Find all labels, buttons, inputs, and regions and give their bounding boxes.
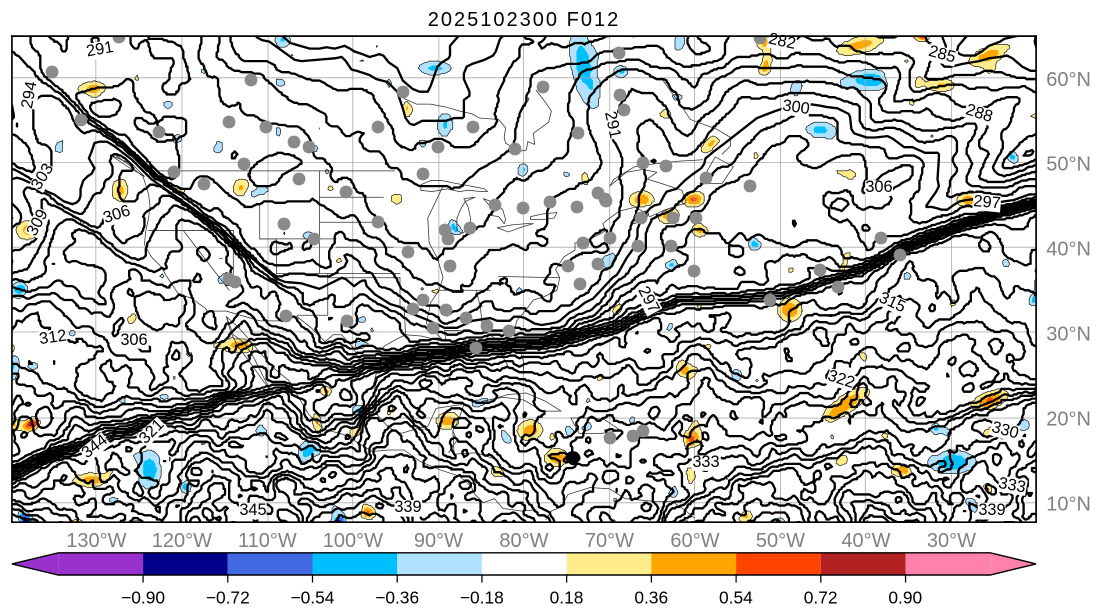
- svg-text:333: 333: [997, 474, 1027, 496]
- svg-text:333: 333: [692, 453, 719, 471]
- svg-text:40°N: 40°N: [1046, 239, 1091, 261]
- svg-text:0.36: 0.36: [634, 587, 668, 607]
- svg-text:10°N: 10°N: [1046, 493, 1091, 515]
- svg-text:80°W: 80°W: [499, 530, 548, 552]
- svg-text:0.90: 0.90: [888, 587, 922, 607]
- svg-text:345: 345: [239, 501, 266, 519]
- svg-text:100°W: 100°W: [323, 530, 383, 552]
- svg-text:0.18: 0.18: [550, 587, 584, 607]
- svg-text:306: 306: [865, 178, 892, 196]
- svg-text:2025102300 F012: 2025102300 F012: [428, 9, 621, 31]
- svg-text:50°N: 50°N: [1046, 154, 1091, 176]
- svg-text:312: 312: [38, 326, 68, 348]
- svg-text:0.72: 0.72: [804, 587, 838, 607]
- svg-text:300: 300: [781, 96, 811, 118]
- svg-text:294: 294: [18, 80, 40, 110]
- svg-text:30°W: 30°W: [927, 530, 976, 552]
- svg-text:70°W: 70°W: [585, 530, 634, 552]
- svg-text:40°W: 40°W: [841, 530, 890, 552]
- svg-text:297: 297: [973, 192, 1002, 212]
- svg-text:−0.90: −0.90: [121, 587, 165, 607]
- svg-text:50°W: 50°W: [756, 530, 805, 552]
- svg-text:339: 339: [978, 501, 1005, 519]
- svg-text:120°W: 120°W: [152, 530, 212, 552]
- svg-text:30°N: 30°N: [1046, 323, 1091, 345]
- svg-text:130°W: 130°W: [66, 530, 126, 552]
- svg-text:60°W: 60°W: [670, 530, 719, 552]
- svg-text:291: 291: [601, 110, 624, 140]
- svg-text:20°N: 20°N: [1046, 408, 1091, 430]
- svg-text:291: 291: [85, 38, 115, 60]
- svg-text:306: 306: [120, 331, 147, 349]
- svg-text:90°W: 90°W: [414, 530, 463, 552]
- svg-text:−0.54: −0.54: [291, 587, 335, 607]
- svg-text:339: 339: [394, 498, 421, 516]
- svg-text:110°W: 110°W: [238, 530, 297, 552]
- svg-text:0.54: 0.54: [719, 587, 753, 607]
- svg-text:−0.18: −0.18: [460, 587, 504, 607]
- svg-text:60°N: 60°N: [1046, 69, 1091, 91]
- svg-text:−0.72: −0.72: [206, 587, 250, 607]
- svg-text:−0.36: −0.36: [375, 587, 419, 607]
